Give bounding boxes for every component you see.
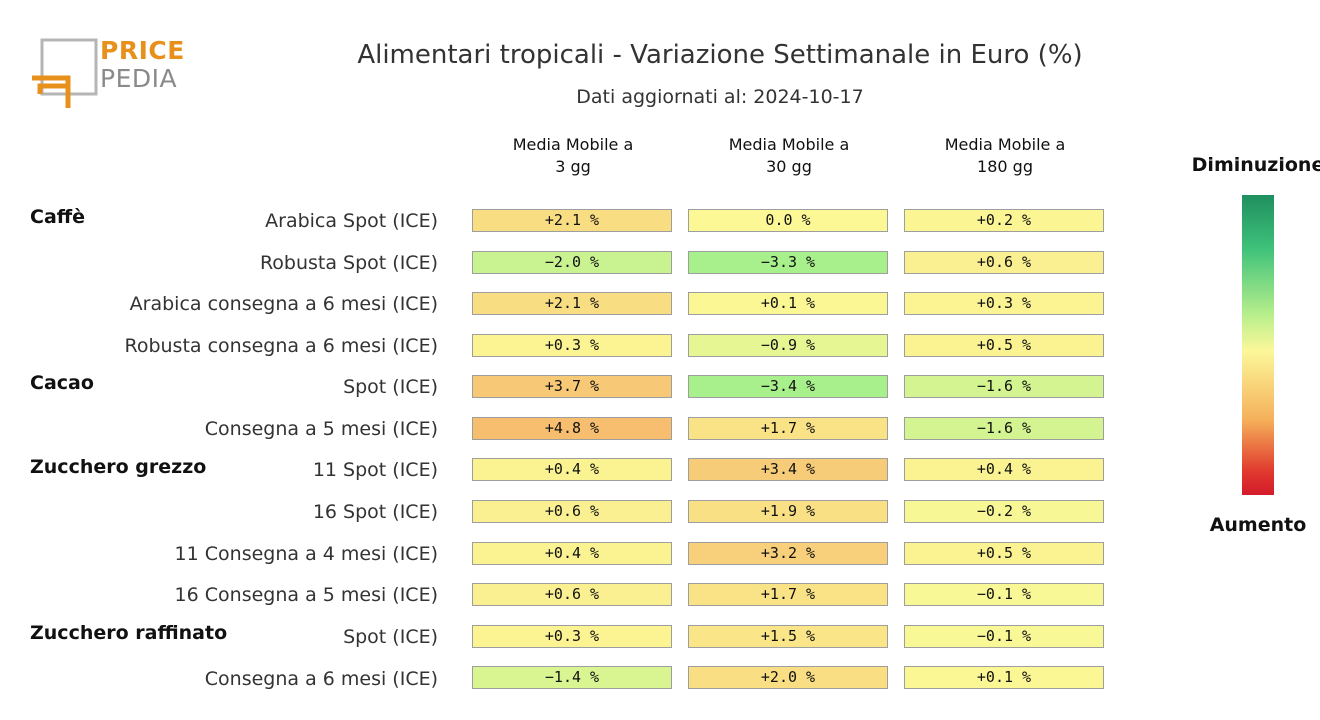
row-label: Arabica Spot (ICE) (265, 210, 438, 232)
logo-text-price: PRICE (100, 36, 185, 65)
column-header-line2: 3 gg (555, 157, 591, 176)
heatmap-cell: −1.6 % (904, 375, 1104, 398)
column-header-180gg: Media Mobile a 180 gg (904, 134, 1106, 178)
row-label: Spot (ICE) (343, 626, 438, 648)
column-header-line1: Media Mobile a (728, 135, 850, 154)
heatmap-cell: +0.4 % (472, 458, 672, 481)
heatmap-cell: +0.5 % (904, 334, 1104, 357)
heatmap-cell: 0.0 % (688, 209, 888, 232)
pricepedia-logo: PRICE PEDIA (28, 36, 198, 112)
heatmap-cell: +4.8 % (472, 417, 672, 440)
chart-subtitle: Dati aggiornati al: 2024-10-17 (576, 86, 864, 108)
heatmap-cell: +0.1 % (904, 666, 1104, 689)
row-label: 16 Spot (ICE) (312, 501, 438, 523)
heatmap-cell: +2.1 % (472, 292, 672, 315)
logo-mark-icon (32, 38, 98, 108)
heatmap-cell: +1.7 % (688, 417, 888, 440)
group-label-cacao: Cacao (30, 372, 94, 394)
row-label: Arabica consegna a 6 mesi (ICE) (129, 293, 438, 315)
heatmap-cell: −2.0 % (472, 251, 672, 274)
column-header-line2: 30 gg (766, 157, 812, 176)
legend-label-top: Diminuzione (1191, 154, 1320, 176)
heatmap-cell: +0.1 % (688, 292, 888, 315)
chart-title: Alimentari tropicali - Variazione Settim… (357, 40, 1083, 70)
heatmap-cell: −0.1 % (904, 583, 1104, 606)
heatmap-cell: +0.3 % (472, 625, 672, 648)
row-label: Robusta Spot (ICE) (259, 252, 438, 274)
heatmap-cell: −1.6 % (904, 417, 1104, 440)
heatmap-cell: +0.3 % (904, 292, 1104, 315)
heatmap-cell: +0.6 % (472, 583, 672, 606)
row-label: Consegna a 6 mesi (ICE) (204, 668, 438, 690)
row-label: 11 Consegna a 4 mesi (ICE) (174, 543, 438, 565)
heatmap-cell: +0.6 % (904, 251, 1104, 274)
heatmap-cell: −3.3 % (688, 251, 888, 274)
color-scale-legend (1242, 195, 1274, 495)
heatmap-cell: −0.1 % (904, 625, 1104, 648)
column-header-line1: Media Mobile a (944, 135, 1066, 154)
row-label: Robusta consegna a 6 mesi (ICE) (124, 335, 438, 357)
column-header-line1: Media Mobile a (512, 135, 634, 154)
heatmap-cell: +3.2 % (688, 542, 888, 565)
heatmap-cell: +0.5 % (904, 542, 1104, 565)
heatmap-cell: +1.7 % (688, 583, 888, 606)
row-label: Spot (ICE) (343, 376, 438, 398)
heatmap-cell: +1.9 % (688, 500, 888, 523)
row-label: Consegna a 5 mesi (ICE) (204, 418, 438, 440)
heatmap-cell: +2.1 % (472, 209, 672, 232)
row-label: 11 Spot (ICE) (312, 459, 438, 481)
heatmap-cell: +0.4 % (904, 458, 1104, 481)
row-label: 16 Consegna a 5 mesi (ICE) (174, 584, 438, 606)
heatmap-cell: +0.6 % (472, 500, 672, 523)
group-label-zucchero-raffinato: Zucchero raffinato (30, 622, 228, 644)
heatmap-cell: +3.7 % (472, 375, 672, 398)
heatmap-cell: −0.2 % (904, 500, 1104, 523)
heatmap-cell: −3.4 % (688, 375, 888, 398)
heatmap-cell: +0.3 % (472, 334, 672, 357)
heatmap-cell: +0.2 % (904, 209, 1104, 232)
column-header-3gg: Media Mobile a 3 gg (472, 134, 674, 178)
heatmap-cell: −1.4 % (472, 666, 672, 689)
heatmap-cell: +0.4 % (472, 542, 672, 565)
heatmap-cell: +2.0 % (688, 666, 888, 689)
logo-text-pedia: PEDIA (100, 64, 178, 93)
heatmap-cell: +3.4 % (688, 458, 888, 481)
column-header-30gg: Media Mobile a 30 gg (688, 134, 890, 178)
column-header-line2: 180 gg (977, 157, 1033, 176)
group-label-zucchero-grezzo: Zucchero grezzo (30, 456, 207, 478)
group-label-caffe: Caffè (30, 206, 86, 228)
heatmap-cell: +1.5 % (688, 625, 888, 648)
heatmap-cell: −0.9 % (688, 334, 888, 357)
legend-label-bottom: Aumento (1209, 514, 1307, 536)
